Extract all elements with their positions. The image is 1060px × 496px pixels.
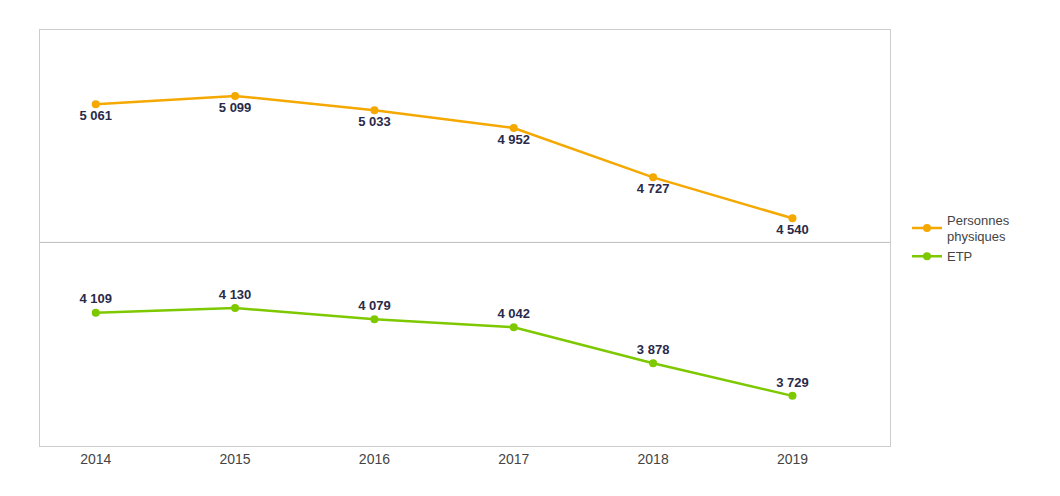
svg-text:3 729: 3 729 [776, 375, 809, 390]
svg-text:4 540: 4 540 [776, 222, 809, 237]
svg-text:2015: 2015 [220, 451, 251, 467]
svg-text:4 952: 4 952 [497, 132, 530, 147]
svg-text:4 727: 4 727 [637, 181, 670, 196]
svg-text:5 099: 5 099 [219, 100, 252, 115]
svg-text:2014: 2014 [80, 451, 111, 467]
svg-text:2017: 2017 [498, 451, 529, 467]
svg-text:5 033: 5 033 [358, 114, 391, 129]
svg-text:5 061: 5 061 [79, 108, 112, 123]
svg-text:ETP: ETP [947, 249, 972, 264]
svg-text:4 079: 4 079 [358, 298, 391, 313]
svg-text:2016: 2016 [359, 451, 390, 467]
svg-text:4 042: 4 042 [497, 306, 530, 321]
svg-text:2018: 2018 [638, 451, 669, 467]
svg-text:4 109: 4 109 [79, 291, 112, 306]
svg-text:Personnesphysiques: Personnesphysiques [947, 213, 1010, 245]
svg-text:3 878: 3 878 [637, 342, 670, 357]
svg-text:4 130: 4 130 [219, 287, 252, 302]
svg-text:2019: 2019 [777, 451, 808, 467]
